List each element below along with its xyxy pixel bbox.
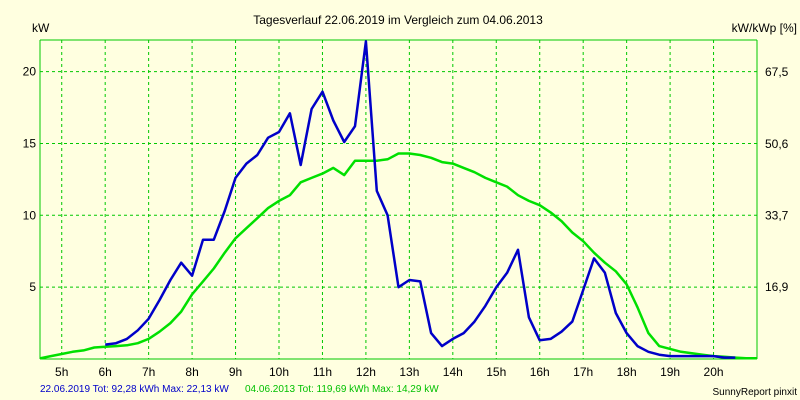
x-tick-label: 14h [443,365,463,379]
chart-title: Tagesverlauf 22.06.2019 im Vergleich zum… [253,13,543,27]
x-tick-label: 8h [185,365,198,379]
x-tick-label: 9h [229,365,242,379]
y-axis-label-left: kW [32,21,50,35]
y-tick-label-right: 67,5 [765,65,789,79]
y-tick-label-left: 5 [29,280,36,294]
y-tick-label-right: 16,9 [765,280,789,294]
series-line-2 [39,152,757,360]
y-tick-label-left: 15 [23,136,37,150]
x-tick-label: 13h [399,365,419,379]
x-tick-label: 15h [486,365,506,379]
grid [40,40,757,359]
legend-series-1: 22.06.2019 Tot: 92,28 kWh Max: 22,13 kW [40,384,229,395]
x-tick-label: 5h [55,365,68,379]
x-tick-label: 10h [269,365,289,379]
y-tick-label-left: 20 [23,65,37,79]
x-tick-label: 11h [313,365,332,379]
legend-series-2: 04.06.2013 Tot: 119,69 kWh Max: 14,29 kW [245,384,439,395]
x-tick-label: 17h [573,365,593,379]
series-layer [39,40,757,360]
x-tick-label: 7h [142,365,155,379]
y-tick-label-right: 33,7 [765,209,789,223]
x-tick-label: 6h [99,365,112,379]
y-tick-label-left: 10 [23,208,37,222]
x-tick-label: 18h [617,365,637,379]
y-tick-label-right: 50,6 [765,137,789,151]
x-tick-label: 19h [660,365,680,379]
series-line-1 [105,40,736,359]
x-tick-label: 20h [704,365,724,379]
y-axis-label-right: kW/kWp [%] [732,21,797,35]
x-tick-label: 16h [530,365,550,379]
brand-label: SunnyReport pinxit [713,387,798,398]
x-tick-label: 12h [356,365,376,379]
axes: 5h 6h 7h 8h 9h 10h 11h 12h 13h 14h 15h 16h 17h 18h 19h… [23,39,789,379]
